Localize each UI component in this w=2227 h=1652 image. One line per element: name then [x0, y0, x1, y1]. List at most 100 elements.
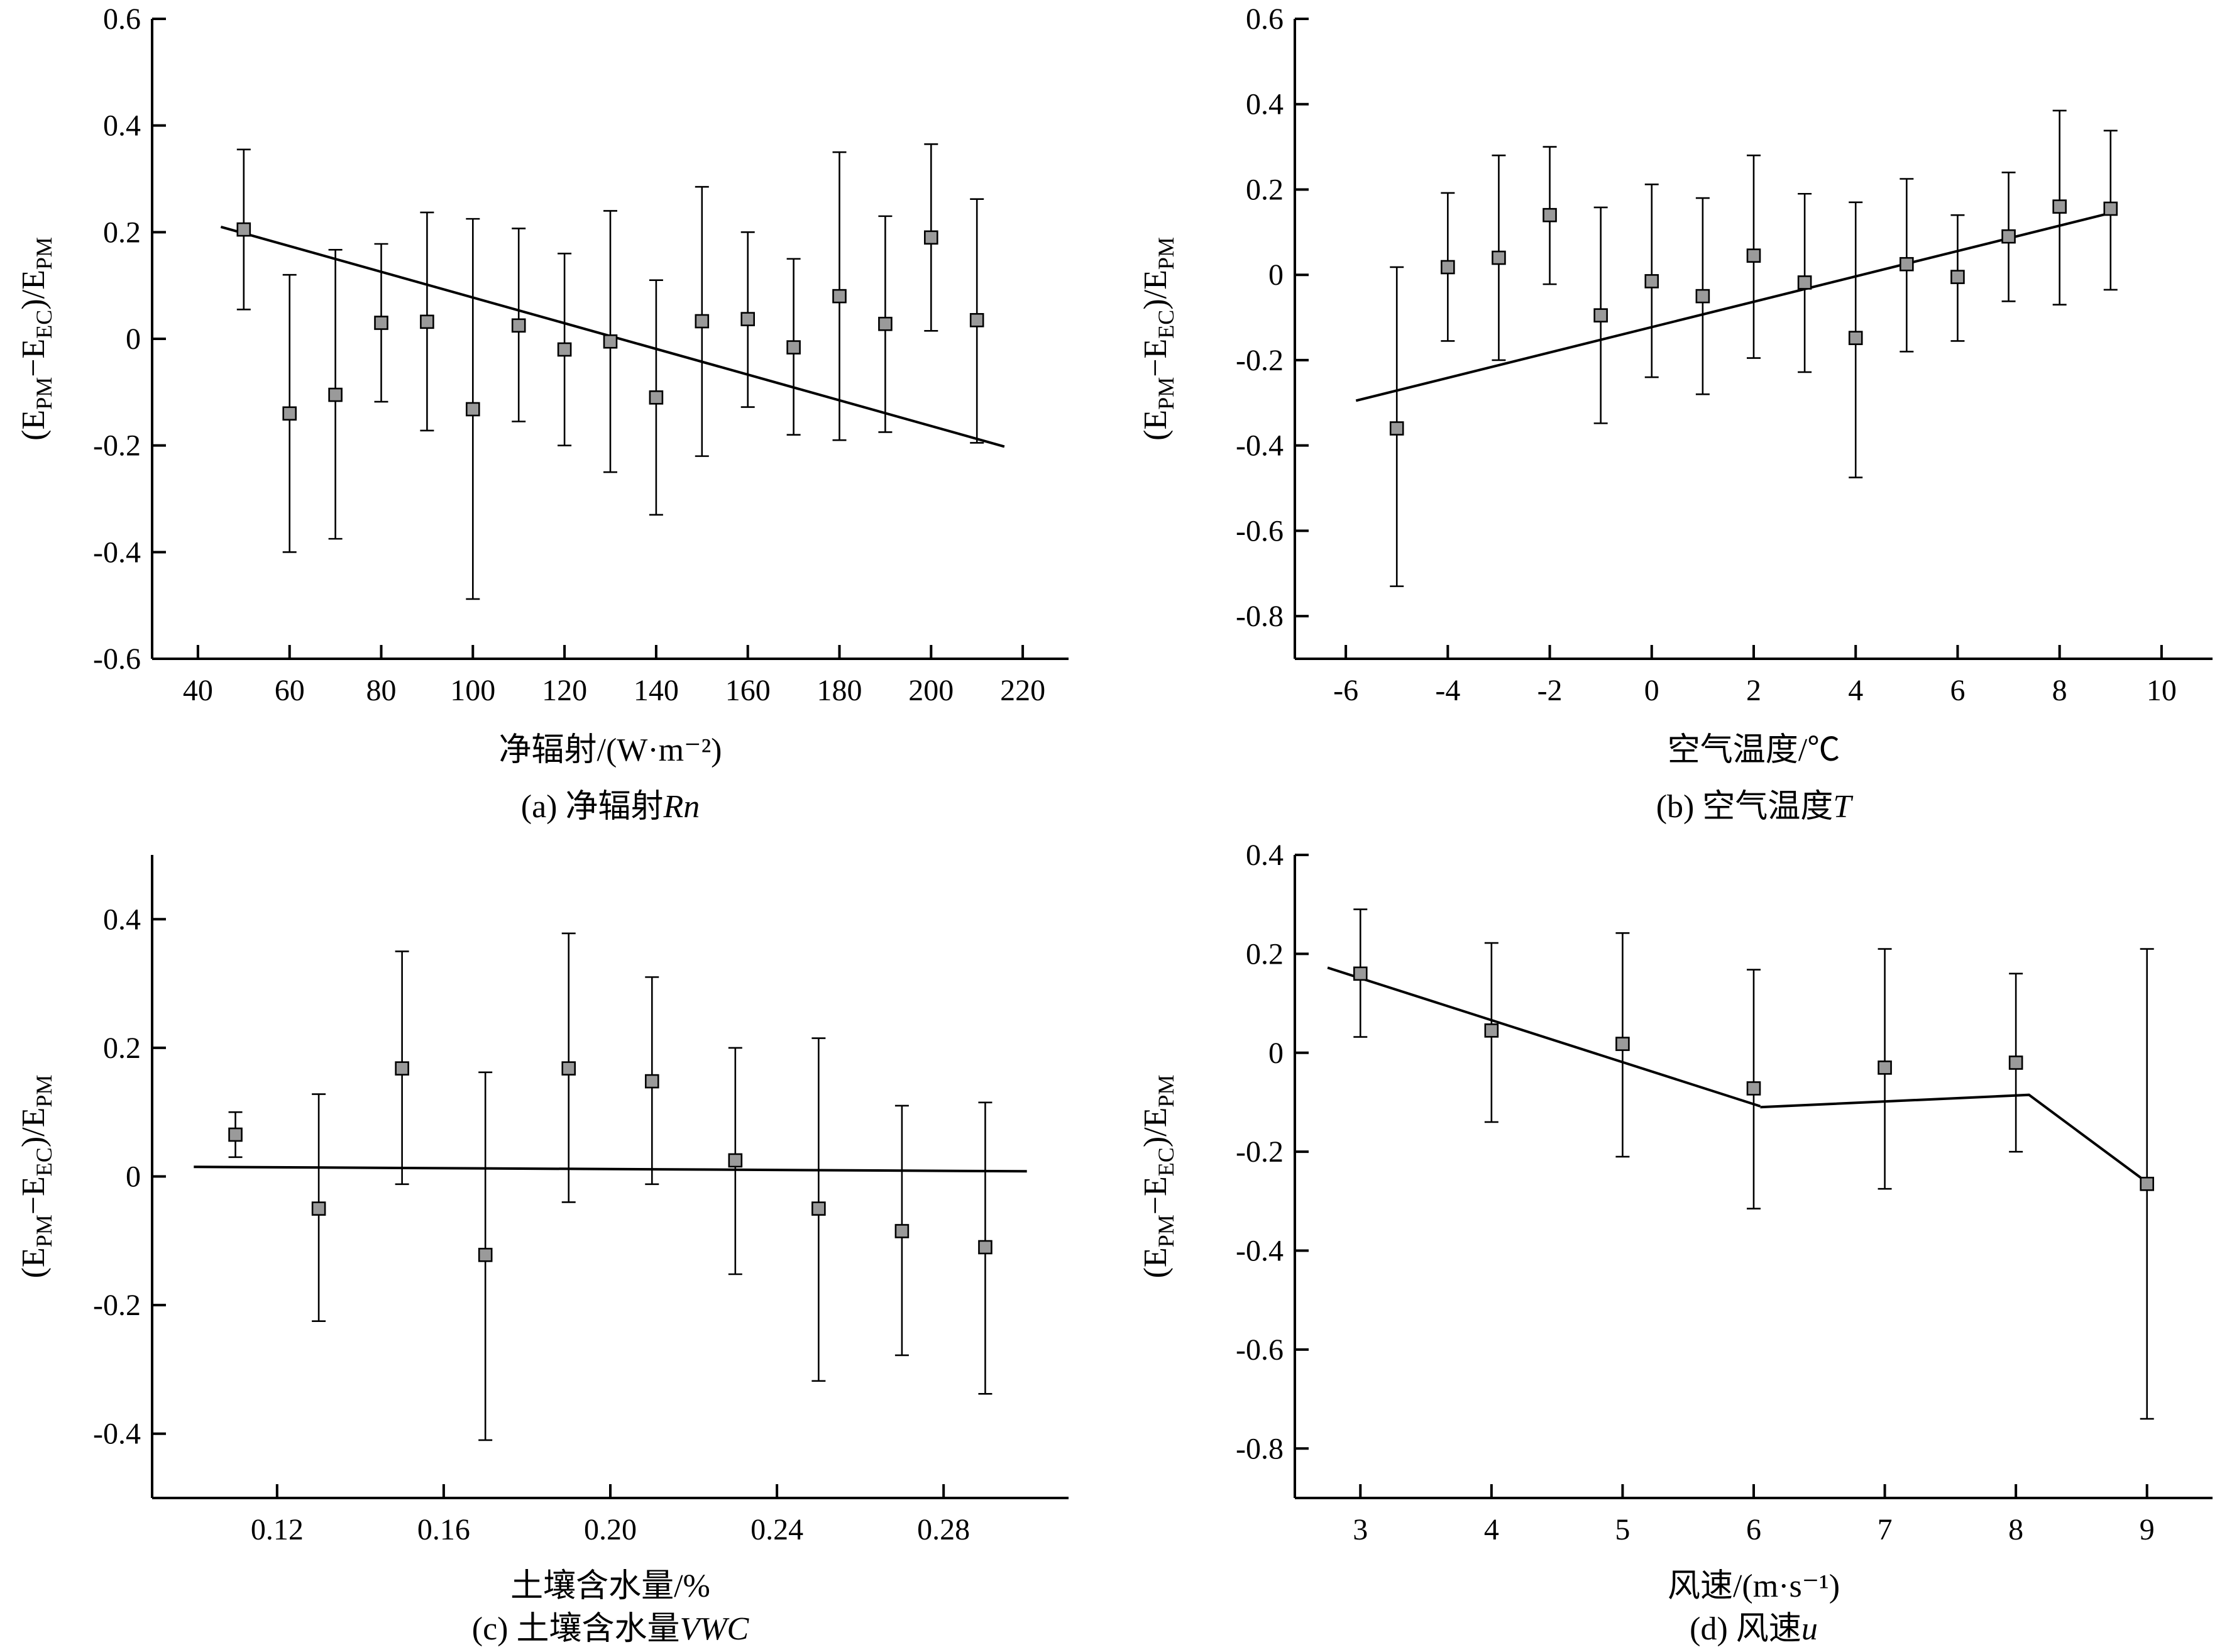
- x-axis-title: 空气温度/℃: [1668, 732, 1840, 768]
- data-point: [603, 210, 618, 473]
- y-tick-label: -0.6: [93, 642, 141, 676]
- data-point: [740, 231, 755, 408]
- y-axis-title-part: (E: [1138, 410, 1174, 441]
- y-axis-title-part: (E: [16, 1247, 52, 1278]
- data-point: [420, 211, 434, 432]
- y-tick-label: 0.6: [103, 3, 141, 36]
- data-point: [1950, 214, 1965, 342]
- point-marker: [1615, 1037, 1630, 1051]
- x-tick-label: 5: [1615, 1513, 1630, 1546]
- point-marker: [603, 334, 618, 349]
- point-marker: [511, 318, 526, 333]
- x-tick-label: 40: [183, 674, 213, 707]
- y-axis-title-subscript: PM: [31, 377, 57, 410]
- data-point: [832, 151, 847, 441]
- panel-caption: (d) 风速u: [1690, 1611, 1818, 1647]
- caption-variable: u: [1801, 1611, 1818, 1647]
- data-point: [1878, 948, 1892, 1190]
- data-point: [2008, 972, 2023, 1153]
- x-tick-label: 0: [1644, 674, 1659, 707]
- y-axis-title-part: )/E: [1138, 1108, 1174, 1148]
- data-point: [228, 1111, 243, 1159]
- y-axis-title: (EPM−EEC)/EPM: [16, 237, 57, 441]
- point-marker: [2140, 1177, 2155, 1191]
- y-tick-label: -0.8: [1236, 1432, 1284, 1465]
- y-axis-title-subscript: PM: [1153, 1214, 1179, 1247]
- panel-b-air-temperature: -0.8 -0.6 -0.4 -0.2 0 0.2 0.4 0.6 -6 -4 -2 0 2 4 6 8 10 空…: [1138, 3, 2213, 825]
- y-axis-title-part: −E: [1138, 339, 1174, 377]
- x-tick-label: 7: [1878, 1513, 1893, 1546]
- point-marker: [728, 1153, 743, 1168]
- caption-variable: VWC: [679, 1611, 749, 1647]
- point-marker: [1492, 250, 1506, 265]
- data-point: [786, 258, 801, 436]
- point-marker: [561, 1061, 576, 1076]
- data-point: [478, 1071, 493, 1441]
- y-tick-label: -0.6: [1236, 514, 1284, 548]
- y-tick-label: 0.4: [1246, 88, 1284, 121]
- x-tick-label: 140: [634, 674, 679, 707]
- point-marker: [811, 1201, 826, 1216]
- y-tick-label: 0.2: [103, 1032, 141, 1065]
- x-tick-label: 120: [542, 674, 587, 707]
- y-axis-title-part: )/E: [1138, 270, 1174, 310]
- y-axis-title-part: −E: [16, 1176, 52, 1214]
- data-point: [311, 1093, 326, 1322]
- data-point: [1900, 178, 1914, 353]
- y-tick-label: -0.2: [1236, 344, 1284, 377]
- point-marker: [740, 312, 755, 326]
- y-axis-title-subscript: PM: [1153, 1075, 1179, 1108]
- data-point: [924, 143, 938, 332]
- x-tick-label: 0.24: [751, 1513, 803, 1546]
- data-point: [1353, 908, 1368, 1038]
- point-marker: [969, 313, 984, 328]
- data-point: [1593, 206, 1608, 424]
- data-point: [728, 1047, 743, 1275]
- data-point: [978, 1101, 993, 1395]
- y-tick-label: -0.6: [1236, 1333, 1284, 1367]
- data-point: [1746, 969, 1761, 1209]
- data-point: [511, 228, 526, 422]
- y-tick-label: -0.2: [93, 1289, 141, 1322]
- point-marker: [1695, 289, 1710, 304]
- point-marker: [1542, 207, 1557, 223]
- y-tick-label: -0.2: [1236, 1135, 1284, 1169]
- y-tick-label: -0.4: [1236, 429, 1284, 463]
- caption-text: (a) 净辐射: [521, 789, 664, 825]
- x-tick-label: 0.20: [584, 1513, 637, 1546]
- point-marker: [1848, 331, 1863, 345]
- y-axis-title: (EPM−EEC)/EPM: [1138, 1075, 1179, 1279]
- y-tick-label: -0.4: [93, 1418, 141, 1451]
- point-marker: [2001, 229, 2016, 244]
- y-axis-title-subscript: PM: [31, 237, 57, 270]
- y-tick-label: 0: [126, 1160, 141, 1194]
- data-point: [1615, 932, 1630, 1158]
- point-marker: [832, 289, 847, 304]
- y-axis-title-subscript: PM: [1153, 377, 1179, 410]
- point-marker: [1878, 1060, 1892, 1075]
- x-tick-label: 100: [450, 674, 495, 707]
- y-tick-label: -0.4: [1236, 1235, 1284, 1268]
- point-marker: [1746, 248, 1761, 263]
- y-tick-label: -0.8: [1236, 600, 1284, 633]
- point-marker: [228, 1127, 243, 1142]
- caption-text: (b) 空气温度: [1656, 789, 1834, 825]
- data-point: [878, 215, 893, 433]
- data-point: [649, 279, 664, 516]
- point-marker: [2008, 1055, 2023, 1070]
- data-point: [236, 148, 251, 311]
- y-axis-title-subscript: PM: [31, 1214, 57, 1247]
- y-tick-label: -0.4: [93, 536, 141, 569]
- panel-caption: (a) 净辐射Rn: [521, 789, 700, 825]
- data-point: [395, 950, 409, 1186]
- point-marker: [236, 222, 251, 237]
- data-point: [1484, 942, 1499, 1123]
- point-marker: [328, 387, 343, 402]
- caption-variable: T: [1833, 789, 1853, 825]
- x-tick-label: 160: [725, 674, 771, 707]
- x-tick-label: -6: [1333, 674, 1358, 707]
- data-point: [282, 273, 297, 553]
- y-tick-label: 0.2: [103, 216, 141, 249]
- data-point: [2103, 129, 2118, 291]
- point-marker: [924, 230, 938, 245]
